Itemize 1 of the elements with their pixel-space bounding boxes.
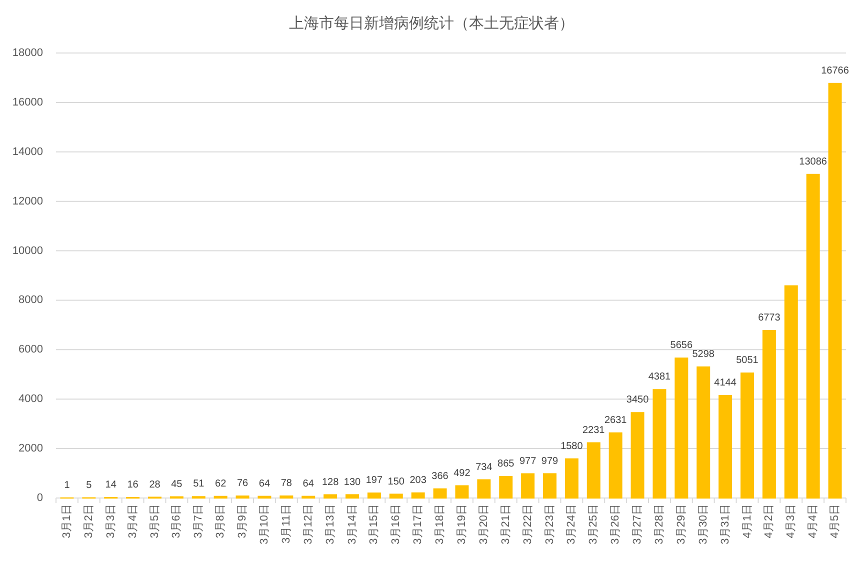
title: 上海市每日新增病例统计（本土无症状者） (289, 15, 574, 32)
